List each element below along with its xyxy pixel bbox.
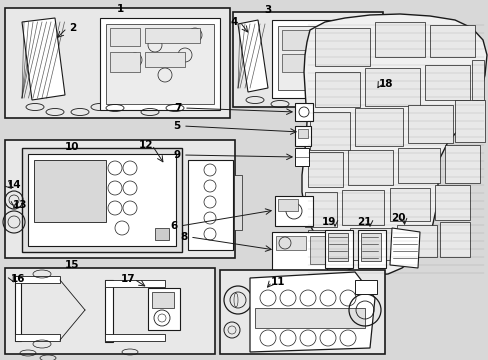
Text: 12: 12 [139,140,153,150]
Text: 21: 21 [356,217,370,227]
Text: 15: 15 [64,260,79,270]
Text: 9: 9 [173,150,180,160]
Polygon shape [389,228,419,268]
Bar [347,150,392,185]
Bar [396,225,436,257]
Bar [278,26,369,90]
Bar [305,192,336,227]
Bar [232,12,382,107]
Text: 6: 6 [170,221,177,231]
Bar [439,222,469,257]
Bar [389,188,429,221]
Bar [327,233,347,261]
Bar [271,20,376,98]
Polygon shape [238,20,267,92]
Bar [100,18,220,110]
Bar [271,232,326,272]
Bar [360,233,380,261]
Bar [22,148,182,252]
Bar [282,30,321,50]
Bar [187,160,232,250]
Bar [397,148,439,183]
Bar [429,25,474,57]
Bar [34,160,106,222]
Bar [282,54,321,72]
Text: 7: 7 [174,103,182,113]
Bar [145,52,184,67]
Text: 16: 16 [11,274,25,284]
Bar [374,88,396,108]
Bar [294,126,310,146]
Bar [148,288,180,330]
Bar [294,103,312,121]
Text: 10: 10 [64,142,79,152]
Bar [354,108,402,146]
Bar [325,54,362,72]
Bar [341,190,383,225]
Bar [110,28,140,46]
Bar [444,145,479,183]
Bar [424,65,469,100]
Bar [220,270,384,354]
Bar [349,228,391,260]
Bar [434,185,469,220]
Bar [309,112,349,150]
Polygon shape [302,14,486,275]
Bar [15,334,60,341]
Bar [28,154,176,246]
Bar [110,52,140,72]
Text: 5: 5 [173,121,180,131]
Polygon shape [22,18,65,100]
Text: 3: 3 [264,5,271,15]
Bar [325,30,362,50]
Bar [294,148,308,166]
Bar [274,196,312,226]
Bar [357,230,385,268]
Text: 13: 13 [13,200,27,210]
Bar [471,60,483,100]
Text: 11: 11 [270,277,285,287]
Text: 17: 17 [121,274,135,284]
Text: 1: 1 [116,4,123,14]
Bar [307,152,342,187]
Bar [364,68,419,106]
Bar [105,280,113,342]
Bar [5,268,215,354]
Bar [454,100,484,142]
Bar [297,129,307,138]
Text: 14: 14 [7,180,21,190]
Bar [309,236,325,264]
Bar [314,28,369,66]
Bar [5,8,229,118]
Bar [254,308,364,328]
Bar [377,91,391,101]
Text: 20: 20 [390,213,405,223]
Text: 4: 4 [230,17,237,27]
Bar [15,276,60,283]
Bar [314,72,359,107]
Bar [5,140,235,258]
Bar [105,280,164,287]
Text: 2: 2 [69,23,77,33]
Text: 8: 8 [180,232,187,242]
Bar [15,276,21,341]
Bar [354,280,376,294]
Bar [155,228,169,240]
Bar [278,199,297,211]
Bar [145,28,200,43]
Text: 19: 19 [321,217,336,227]
Bar [374,22,424,57]
Bar [106,24,214,104]
Polygon shape [249,272,374,352]
Bar [152,292,174,308]
Bar [307,230,346,260]
Bar [275,236,305,250]
Text: 18: 18 [378,79,392,89]
Bar [407,105,452,143]
Bar [325,230,352,268]
Bar [105,334,164,341]
Bar [234,175,242,230]
